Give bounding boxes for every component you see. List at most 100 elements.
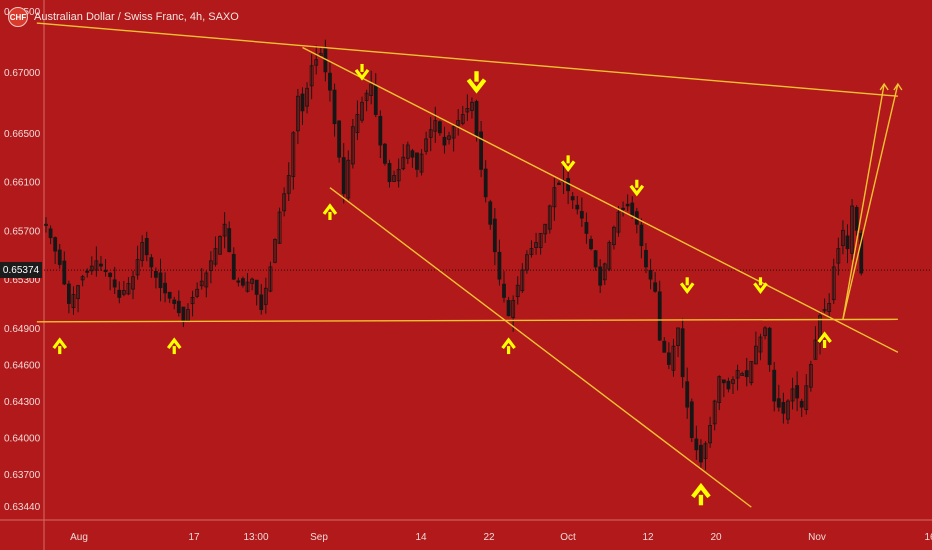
candle-body bbox=[557, 182, 561, 186]
candle bbox=[859, 229, 864, 276]
candle-body bbox=[48, 228, 53, 239]
x-tick-label: Aug bbox=[70, 532, 88, 543]
candle-body bbox=[415, 152, 419, 170]
candle bbox=[44, 217, 48, 233]
candle bbox=[841, 220, 845, 255]
candles-layer bbox=[44, 39, 864, 471]
candle-body bbox=[625, 203, 630, 207]
trendlines-layer bbox=[36, 22, 903, 508]
candle bbox=[108, 272, 113, 291]
candle-body bbox=[483, 168, 488, 198]
candle-body bbox=[154, 271, 158, 278]
candle-body bbox=[346, 159, 351, 199]
candle bbox=[218, 235, 222, 255]
down-arrow-icon bbox=[466, 71, 487, 94]
candle bbox=[419, 149, 424, 176]
candle bbox=[245, 273, 250, 293]
candle-body bbox=[222, 223, 227, 237]
candle bbox=[291, 131, 296, 190]
candle bbox=[786, 399, 790, 424]
candle-body bbox=[57, 249, 62, 265]
candle bbox=[318, 47, 323, 57]
candle bbox=[602, 262, 607, 285]
candle bbox=[703, 441, 708, 471]
candle bbox=[662, 337, 667, 353]
candle bbox=[163, 272, 167, 303]
chart-legend[interactable]: CHF Australian Dollar / Swiss Franc, 4h,… bbox=[8, 6, 239, 28]
candle-body bbox=[433, 120, 438, 132]
candle-body bbox=[360, 101, 364, 121]
up-arrow-icon bbox=[817, 331, 832, 348]
candle-body bbox=[699, 444, 703, 463]
trendline-upper-resistance bbox=[36, 22, 898, 97]
candle-body bbox=[89, 265, 94, 272]
candle bbox=[666, 342, 671, 370]
candle-body bbox=[749, 361, 754, 384]
candle bbox=[236, 277, 241, 287]
down-arrow-icon bbox=[560, 155, 576, 173]
candle-body bbox=[776, 398, 781, 408]
candle-body bbox=[470, 101, 474, 111]
candle bbox=[76, 284, 80, 313]
candle bbox=[369, 70, 374, 105]
candle bbox=[534, 232, 538, 255]
candle bbox=[71, 286, 76, 315]
candle-body bbox=[822, 309, 827, 312]
candle bbox=[341, 143, 346, 204]
candle-body bbox=[680, 328, 685, 378]
candle bbox=[117, 281, 122, 304]
candle bbox=[721, 379, 726, 398]
candle-body bbox=[300, 93, 305, 112]
candle bbox=[204, 270, 209, 298]
candle-body bbox=[612, 226, 616, 246]
down-arrow-icon bbox=[354, 63, 370, 81]
projection-arrowhead bbox=[879, 82, 889, 91]
candle bbox=[460, 105, 465, 126]
candle bbox=[222, 212, 227, 249]
candle bbox=[566, 170, 571, 205]
candle bbox=[254, 279, 259, 306]
candle-body bbox=[694, 438, 699, 451]
y-tick-label: 0.64600 bbox=[4, 360, 41, 371]
y-tick-label: 0.65700 bbox=[4, 226, 41, 237]
candle-body bbox=[369, 83, 374, 96]
candle bbox=[144, 231, 149, 262]
arrow-head bbox=[629, 184, 645, 197]
candle-body bbox=[199, 280, 204, 287]
candle bbox=[176, 290, 181, 317]
candle-body bbox=[378, 116, 383, 146]
candle bbox=[89, 256, 94, 275]
candle bbox=[575, 195, 580, 215]
candle-body bbox=[131, 276, 135, 290]
candle-body bbox=[813, 339, 818, 360]
trendline-channel-lower bbox=[329, 187, 752, 508]
candle bbox=[850, 199, 854, 260]
up-arrow-icon bbox=[52, 337, 68, 355]
candle bbox=[286, 162, 291, 202]
candle bbox=[818, 311, 822, 355]
candle-body bbox=[859, 232, 864, 274]
candle bbox=[589, 235, 593, 251]
candle-body bbox=[717, 376, 722, 403]
candle-body bbox=[158, 272, 163, 289]
candle bbox=[337, 120, 342, 163]
candle bbox=[447, 131, 451, 145]
candle-body bbox=[538, 232, 543, 248]
trendline-projection-2 bbox=[842, 83, 899, 320]
candle bbox=[465, 94, 470, 121]
candle bbox=[355, 100, 360, 141]
candle-body bbox=[666, 352, 671, 365]
candle-body bbox=[80, 276, 85, 281]
candle-body bbox=[181, 306, 186, 323]
candle-body bbox=[502, 283, 506, 298]
candle bbox=[854, 205, 859, 236]
candle-body bbox=[841, 229, 845, 247]
candle-body bbox=[67, 283, 71, 304]
arrows-layer bbox=[52, 63, 832, 506]
candle bbox=[328, 62, 332, 102]
candle bbox=[689, 398, 694, 443]
candle-body bbox=[653, 282, 658, 292]
candle bbox=[657, 280, 662, 342]
candle bbox=[836, 237, 841, 276]
